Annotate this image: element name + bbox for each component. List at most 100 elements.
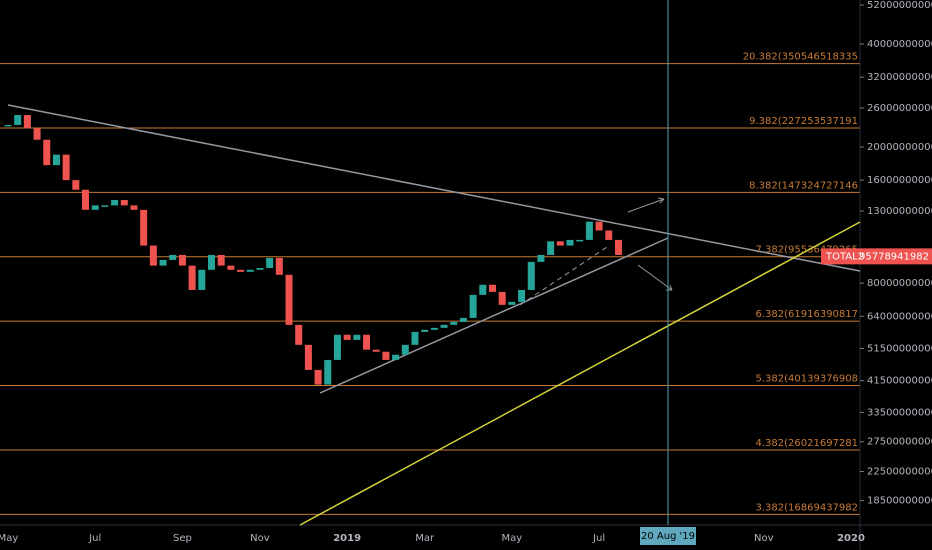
candle <box>353 334 361 340</box>
candle <box>120 199 128 206</box>
x-tick-label: Nov <box>250 533 270 544</box>
candle <box>52 154 60 166</box>
y-tick-label: 260000000000 <box>867 103 932 114</box>
candle <box>450 321 458 325</box>
candle <box>72 180 80 190</box>
y-tick-label: 18500000000 <box>867 496 932 507</box>
y-tick-label: 520000000000 <box>867 0 932 11</box>
candle <box>33 128 41 140</box>
candle <box>295 324 303 345</box>
candle <box>566 239 574 246</box>
candle <box>440 324 448 328</box>
candle <box>576 239 584 242</box>
y-tick-label: 51500000000 <box>867 344 932 355</box>
level-label: 20.382(350546518335 <box>743 52 858 63</box>
candle <box>111 199 119 206</box>
y-tick-label: 130000000000 <box>867 206 932 217</box>
candle <box>363 334 371 350</box>
candle <box>149 245 157 266</box>
candle <box>372 349 380 352</box>
level-label: 5.382(40139376908 <box>755 374 858 385</box>
crosshair-box <box>640 527 696 545</box>
candle <box>217 254 225 266</box>
trend-line <box>519 244 611 306</box>
y-tick-label: 200000000000 <box>867 142 932 153</box>
candle <box>159 259 167 266</box>
candle <box>595 221 603 231</box>
candle <box>479 284 487 295</box>
trend-line <box>319 237 669 394</box>
arrow <box>637 264 673 291</box>
candle <box>246 269 254 272</box>
candle <box>188 265 196 290</box>
series-name: TOTAL2 <box>825 251 864 262</box>
candle <box>392 354 400 360</box>
candle <box>411 331 419 345</box>
candle <box>614 239 622 255</box>
candle <box>333 334 341 360</box>
candle <box>169 254 177 260</box>
y-tick-label: 22500000000 <box>867 467 932 478</box>
candle <box>266 257 274 268</box>
level-label: 8.382(147324727146 <box>749 180 858 191</box>
x-tick-label: May <box>0 533 18 544</box>
candle <box>324 359 332 385</box>
candle <box>585 221 593 240</box>
candle <box>178 254 186 266</box>
candle <box>285 274 293 325</box>
candle <box>237 269 245 272</box>
candle <box>207 254 215 270</box>
candle <box>537 254 545 262</box>
x-tick-label: Jul <box>592 533 605 544</box>
trend-line <box>299 221 861 526</box>
y-tick-label: 400000000000 <box>867 39 932 50</box>
y-tick-label: 80000000000 <box>867 278 932 289</box>
x-tick-label: 2019 <box>333 533 361 544</box>
candle <box>43 139 51 166</box>
candle <box>314 369 322 385</box>
candle <box>401 344 409 355</box>
arrow <box>666 284 673 291</box>
candle <box>527 261 535 290</box>
candle <box>304 344 312 370</box>
arrow <box>657 197 665 204</box>
candle <box>508 301 516 305</box>
level-label: 4.382(26021697281 <box>755 438 858 449</box>
price-label: 95778941982 <box>859 251 929 262</box>
level-label: 3.382(16869437982 <box>755 502 858 513</box>
candle <box>227 265 235 270</box>
x-tick-label: May <box>502 533 523 544</box>
candle <box>382 351 390 360</box>
y-tick-label: 41500000000 <box>867 376 932 387</box>
y-tick-label: 33500000000 <box>867 407 932 418</box>
level-label: 9.382(227253537191 <box>749 116 858 127</box>
candle <box>556 241 564 246</box>
y-tick-label: 160000000000 <box>867 175 932 186</box>
x-tick-label: 2020 <box>837 533 865 544</box>
candle <box>4 124 12 127</box>
candle <box>140 209 148 246</box>
x-tick-label: Jul <box>88 533 101 544</box>
crosshair-label: 20 Aug '19 <box>641 531 695 542</box>
candle <box>198 269 206 290</box>
candle <box>275 257 283 275</box>
candle <box>62 154 70 181</box>
arrow <box>627 198 665 213</box>
x-tick-label: Mar <box>415 533 435 544</box>
candle <box>459 317 467 322</box>
candle <box>469 294 477 318</box>
y-tick-label: 27500000000 <box>867 437 932 448</box>
candle <box>256 267 264 270</box>
trend-line <box>7 104 861 272</box>
y-tick-label: 320000000000 <box>867 72 932 83</box>
candle <box>23 115 31 129</box>
candle <box>605 230 613 240</box>
candle <box>91 205 99 210</box>
candle <box>14 115 22 125</box>
price-box <box>821 248 932 265</box>
candle <box>421 329 429 332</box>
candle <box>343 334 351 340</box>
